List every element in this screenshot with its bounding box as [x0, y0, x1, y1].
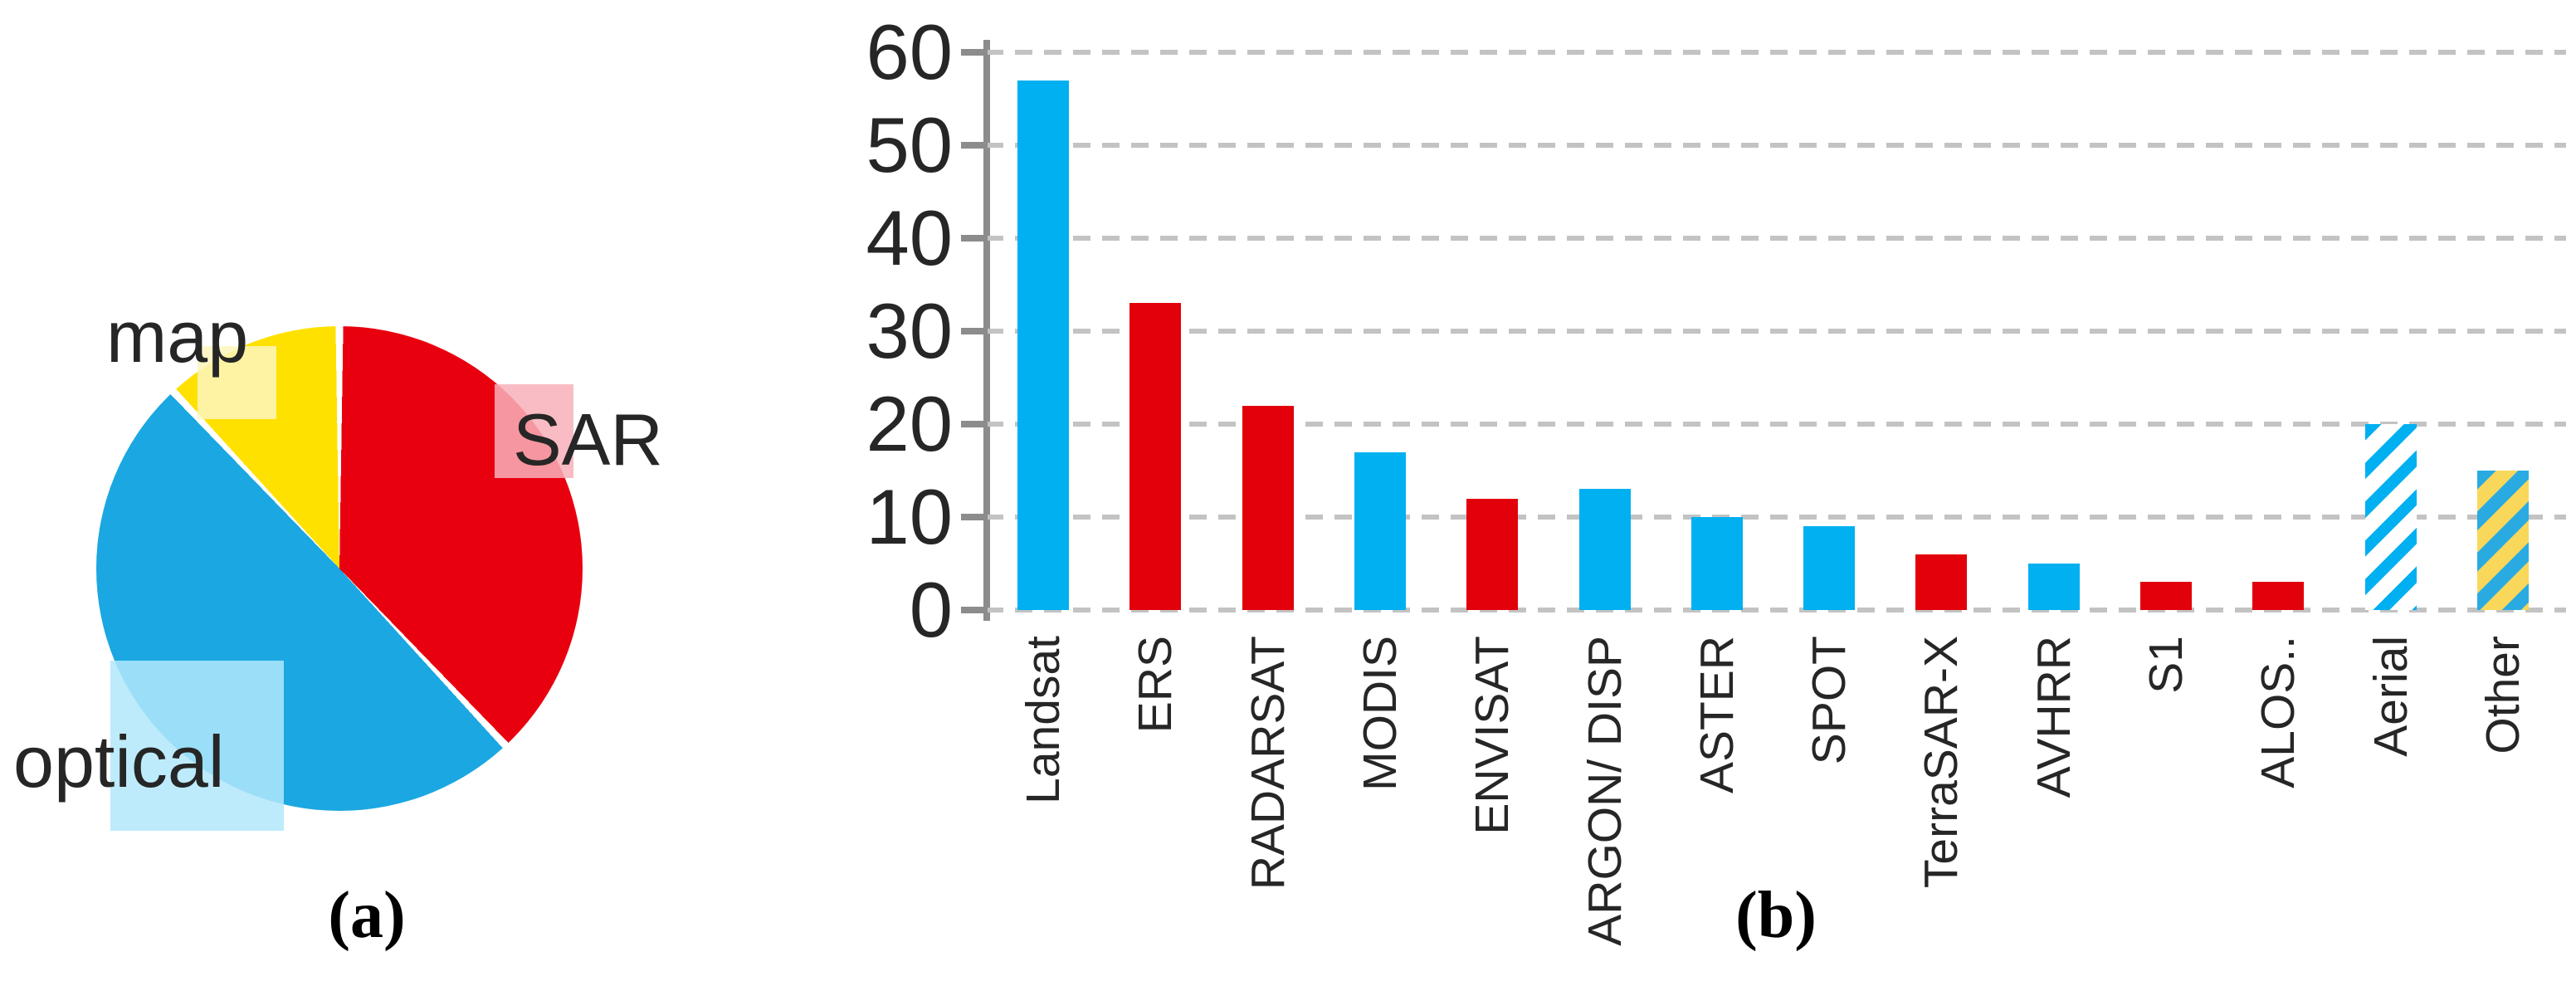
y-tick-0	[961, 607, 988, 613]
bar-avhrr	[2028, 564, 2080, 610]
pie-label-optical: optical	[13, 720, 225, 803]
y-tick-label: 40	[866, 194, 953, 281]
y-tick-label: 30	[866, 287, 953, 374]
bar-terrasar-x	[1915, 554, 1967, 610]
bar-ers	[1129, 303, 1181, 610]
y-tick-40	[961, 235, 988, 242]
category-label: Other	[2476, 636, 2530, 754]
panel-a-caption: (a)	[328, 879, 406, 952]
category-label: TerraSAR-X	[1915, 636, 1968, 889]
gridline-10	[986, 515, 2566, 520]
y-tick-label: 60	[866, 8, 953, 95]
bar-radarsat	[1242, 406, 1294, 610]
gridline-30	[986, 329, 2566, 334]
pie-label-sar: SAR	[513, 398, 663, 481]
category-label: ALOS..	[2252, 636, 2305, 788]
category-label: SPOT	[1803, 636, 1856, 765]
gridline-0	[986, 608, 2566, 613]
pie-label-box-sar	[495, 384, 573, 478]
gridline-40	[986, 236, 2566, 241]
bar-modis	[1354, 452, 1406, 610]
bar-other	[2477, 471, 2529, 610]
category-label: S1	[2139, 636, 2193, 694]
bar-argon-disp	[1579, 489, 1631, 610]
bar-landsat	[1017, 81, 1069, 610]
category-label: ENVISAT	[1466, 636, 1519, 835]
pie-label-box-optical	[110, 661, 284, 831]
y-tick-60	[961, 49, 988, 56]
gridline-60	[986, 50, 2566, 55]
category-label: ASTER	[1690, 636, 1744, 794]
panel-b-caption: (b)	[1735, 879, 1817, 952]
category-label: AVHRR	[2027, 636, 2081, 798]
category-label: ERS	[1129, 636, 1182, 734]
category-label: ARGON/ DISP	[1578, 636, 1632, 946]
bar-s1	[2140, 582, 2192, 610]
gridline-50	[986, 143, 2566, 148]
gridline-20	[986, 422, 2566, 427]
bar-spot	[1803, 526, 1855, 610]
category-label: Landsat	[1017, 636, 1070, 804]
pie-label-map: map	[106, 295, 249, 378]
y-tick-10	[961, 514, 988, 520]
bar-aster	[1691, 517, 1743, 610]
bar-aerial	[2365, 424, 2417, 610]
y-tick-30	[961, 328, 988, 334]
y-tick-label: 50	[866, 101, 953, 188]
y-tick-label: 20	[866, 380, 953, 467]
y-tick-label: 0	[909, 566, 953, 653]
pie-label-box-map	[198, 346, 276, 419]
y-tick-50	[961, 142, 988, 149]
category-label: RADARSAT	[1242, 636, 1295, 891]
category-label: Aerial	[2364, 636, 2417, 757]
y-tick-label: 10	[866, 473, 953, 560]
category-label: MODIS	[1354, 636, 1407, 791]
bar-envisat	[1466, 499, 1518, 610]
y-tick-20	[961, 421, 988, 427]
bar-alos-	[2252, 582, 2304, 610]
